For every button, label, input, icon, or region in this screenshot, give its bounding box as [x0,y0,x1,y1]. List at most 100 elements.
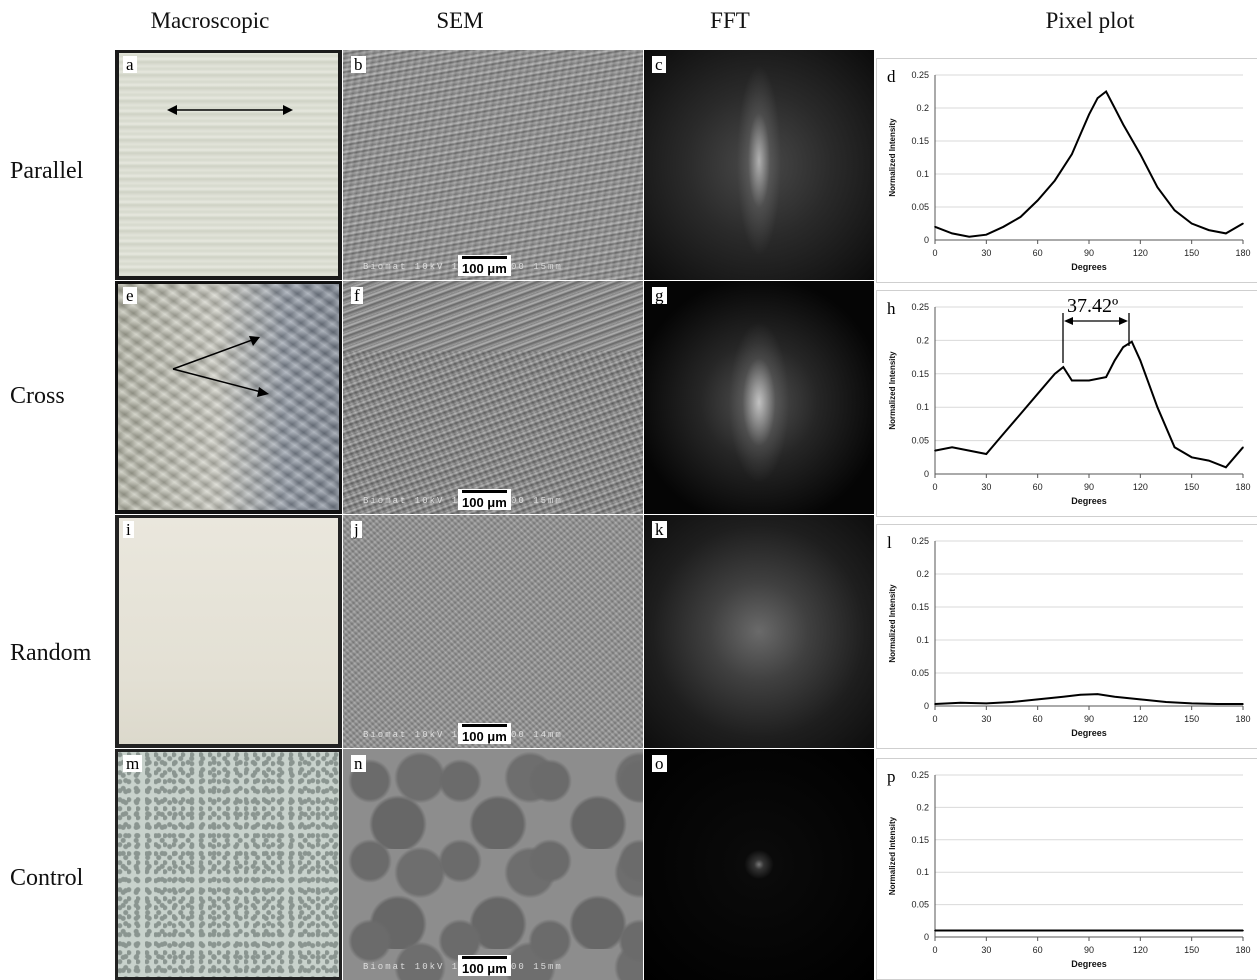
data-point [1190,456,1193,459]
row-label-control: Control [10,865,84,891]
data-point [968,449,971,452]
data-point [1173,446,1176,449]
data-point [959,701,962,704]
data-point [1088,379,1090,382]
data-point [1156,186,1159,188]
data-point [1088,929,1090,932]
y-axis-label: Normalized Intensity [888,816,897,895]
y-tick-label: 0.05 [911,900,929,910]
data-point [1053,179,1056,182]
data-point [1190,929,1193,932]
x-tick-label: 30 [981,482,991,492]
x-tick-label: 180 [1235,482,1250,492]
y-tick-label: 0.1 [916,867,929,877]
x-tick-label: 60 [1033,482,1043,492]
panel-label-c: c [652,56,666,73]
data-point [1130,340,1133,343]
data-point [994,443,996,445]
x-tick-label: 120 [1133,248,1148,258]
data-point [1190,222,1193,225]
panel-label-b: b [351,56,366,73]
panel-label-d: d [887,67,896,86]
data-point [934,703,936,705]
pixel-plot-p: 0 0.05 0.1 0.15 0.2 0.25 0 30 60 90 120 150 180 Degre… [876,758,1257,980]
data-point [934,929,936,932]
data-point [1036,199,1039,202]
y-tick-label: 0.25 [911,770,929,780]
x-tick-label: 90 [1084,945,1094,955]
data-point [1071,153,1073,155]
panel-label-o: o [652,755,667,772]
pixel-plot-h: 0 0.05 0.1 0.15 0.2 0.25 0 30 60 90 120 150 180 Degre… [876,290,1257,517]
x-tick-label: 30 [981,945,991,955]
x-axis-label: Degrees [1071,728,1107,738]
data-point [1225,232,1227,235]
scale-bar: 100 μm [458,723,511,744]
data-point [1139,929,1142,932]
data-series-line [934,693,1243,705]
panel-label-i: i [123,521,134,538]
y-axis-label: Normalized Intensity [888,351,897,430]
x-tick-label: 0 [932,248,937,258]
data-point [1062,366,1065,368]
data-series-line [934,89,1244,238]
data-point [1079,133,1082,136]
cross-arrows-icon [172,336,269,397]
y-tick-label: 0.2 [916,335,929,345]
data-point [1156,406,1159,408]
y-tick-label: 0.2 [916,802,929,812]
data-point [1036,698,1039,701]
x-tick-label: 90 [1084,248,1094,258]
data-point [968,235,971,238]
y-tick-label: 0.15 [911,835,929,845]
data-point [1139,153,1142,155]
data-point [1002,433,1005,435]
y-tick-label: 0.1 [916,169,929,179]
data-point [1071,379,1073,382]
x-tick-label: 60 [1033,714,1043,724]
data-point [1225,466,1227,469]
x-tick-label: 60 [1033,248,1043,258]
x-tick-label: 120 [1133,482,1148,492]
macroscopic-image-random: i [115,515,342,748]
data-point [1113,695,1116,698]
y-tick-label: 0.15 [911,602,929,612]
row-label-random: Random [10,640,92,666]
y-tick-label: 0.1 [916,402,929,412]
y-tick-label: 0.15 [911,136,929,146]
data-point [934,226,936,228]
data-point [1096,693,1099,695]
y-axis-label: Normalized Intensity [888,118,897,197]
col-header-fft: FFT [710,8,750,33]
fft-image-control: o [644,749,874,980]
y-tick-label: 0.2 [916,103,929,113]
pixel-plot-d: 0 0.05 0.1 0.15 0.2 0.25 0 30 60 90 120 150 180 Degre… [876,58,1257,283]
angle-arrow-icon [1062,313,1130,363]
x-tick-label: 180 [1235,248,1250,258]
double-arrow-icon [167,105,293,115]
row-label-cross: Cross [10,383,65,409]
data-point [1019,216,1022,218]
data-point [1113,107,1116,109]
data-point [1002,226,1005,228]
x-tick-label: 150 [1184,248,1199,258]
x-tick-label: 150 [1184,714,1199,724]
data-point [1105,376,1107,378]
x-axis-label: Degrees [1071,496,1107,506]
col-header-sem: SEM [436,8,484,33]
data-point [1207,459,1210,462]
data-point [1036,393,1039,395]
y-tick-label: 0.25 [911,536,929,546]
scale-bar: 100 μm [458,955,511,976]
data-point [951,232,953,235]
panel-label-g: g [652,287,667,304]
y-tick-label: 0 [924,701,929,711]
y-tick-label: 0.05 [911,668,929,678]
data-point [1139,359,1142,362]
y-tick-label: 0.05 [911,202,929,212]
macroscopic-image-control: m [115,749,342,980]
data-point [1190,702,1193,705]
y-tick-label: 0.1 [916,635,929,645]
